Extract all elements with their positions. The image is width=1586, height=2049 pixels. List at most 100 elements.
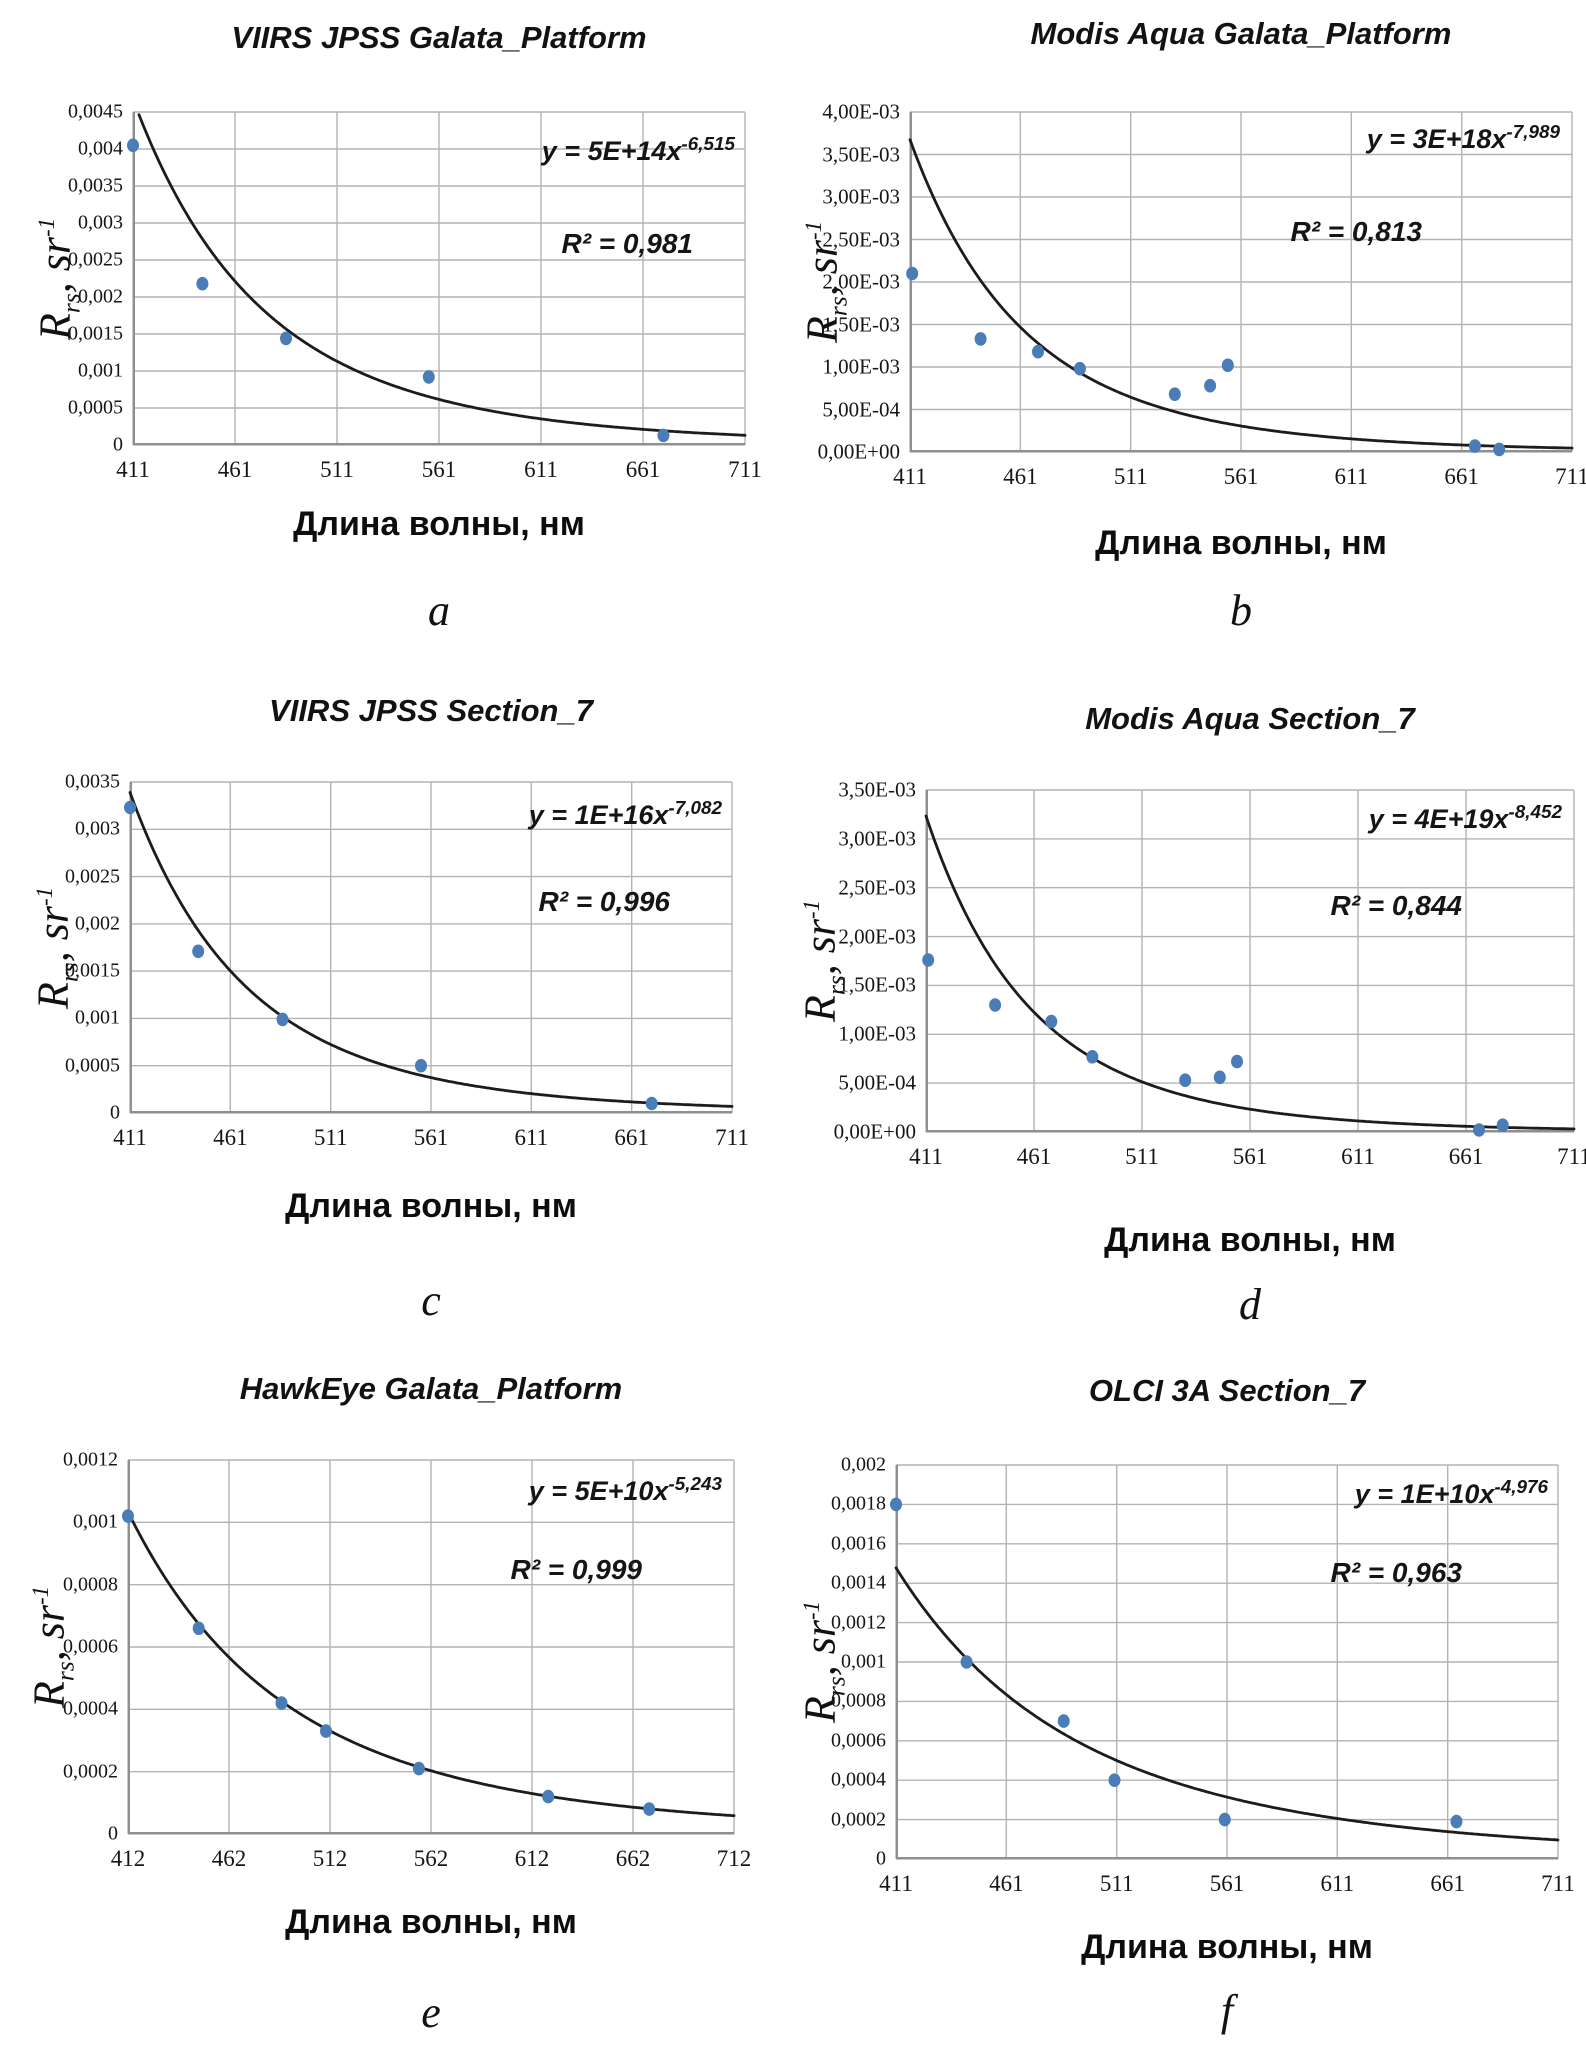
trendline-equation: y = 5E+14x-6,515 — [542, 134, 735, 167]
y-tick-label: 0 — [876, 1847, 886, 1870]
x-axis-label: Длина волны, нм — [293, 505, 585, 543]
y-tick-label: 0,0016 — [831, 1532, 886, 1555]
y-axis-subscript: rs — [50, 1661, 80, 1682]
x-tick-label: 561 — [413, 1125, 449, 1150]
plot-area: y = 4E+19x-8,452 R² = 0,844 411 461 511 561… — [834, 778, 1586, 1170]
x-tick-label: 711 — [715, 1125, 749, 1150]
data-point — [1231, 1054, 1243, 1069]
plot-area: y = 5E+10x-5,243 R² = 0,999 412 462 512 562… — [63, 1449, 751, 1872]
y-axis-units: , sr — [795, 919, 845, 976]
data-point — [1213, 1070, 1226, 1085]
data-point — [657, 428, 670, 443]
y-tick-label: 0,002 — [78, 285, 123, 308]
chart-viirs-jpss-section-7: VIIRS JPSS Section_7 Rrs, sr-1 y = 1E+16… — [0, 655, 793, 1345]
equation-exponent: -8,452 — [1508, 802, 1562, 823]
y-tick-label: 0,0025 — [68, 248, 123, 271]
y-tick-label: 0 — [108, 1822, 118, 1845]
chart-viirs-jpss-galata-platform: VIIRS JPSS Galata_Platform Rrs, sr-1 y =… — [0, 0, 793, 655]
equation-base: y = 4E+19x — [1368, 804, 1509, 834]
chart-title: VIIRS JPSS Galata_Platform — [231, 20, 647, 55]
data-point — [280, 331, 292, 346]
x-tick-label: 711 — [1541, 1871, 1575, 1896]
plot-area: y = 1E+16x-7,082 R² = 0,996 411 461 511 561… — [65, 771, 749, 1151]
y-axis-exponent: -1 — [798, 1600, 824, 1621]
chart-letter: e — [421, 1988, 441, 2037]
x-tick-label: 711 — [728, 457, 762, 482]
y-tick-label: 2,50E-03 — [838, 875, 916, 900]
r-squared: R² = 0,999 — [510, 1554, 642, 1585]
y-tick-label: 0,003 — [75, 817, 120, 840]
x-tick-label: 712 — [716, 1846, 752, 1871]
y-axis-units: , sr — [28, 906, 78, 963]
y-tick-label: 5,00E-04 — [838, 1070, 916, 1095]
data-point — [412, 1761, 425, 1776]
data-point — [960, 1655, 973, 1669]
y-tick-label: 0,004 — [78, 137, 123, 160]
y-tick-label: 0,0008 — [831, 1689, 886, 1712]
data-point — [1086, 1050, 1099, 1064]
data-point — [1468, 439, 1481, 453]
data-point — [127, 138, 139, 153]
x-tick-label: 511 — [1113, 464, 1148, 489]
x-tick-label: 411 — [909, 1144, 943, 1169]
y-tick-label: 0,00E+00 — [833, 1119, 916, 1144]
equation-base: y = 1E+10x — [1354, 1479, 1495, 1509]
equation-exponent: -5,243 — [668, 1474, 722, 1495]
x-tick-label: 611 — [1334, 464, 1369, 489]
gridlines — [132, 111, 746, 446]
y-axis-label: Rrs, sr-1 — [795, 900, 852, 1022]
chart-title: HawkEye Galata_Platform — [239, 1371, 623, 1406]
data-point — [890, 1497, 902, 1512]
trendline-equation: y = 1E+16x-7,082 — [529, 798, 722, 831]
y-tick-label: 5,00E-04 — [822, 397, 900, 421]
chart-modis-aqua-section-7: Modis Aqua Section_7 Rrs, sr-1 y = 4E+19… — [793, 655, 1586, 1345]
chart-letter: f — [1220, 1986, 1234, 2035]
data-points — [122, 1509, 656, 1816]
y-tick-label: 0,0015 — [65, 959, 120, 982]
power-trendline — [908, 138, 1574, 450]
data-point — [1032, 344, 1044, 359]
gridlines — [129, 781, 733, 1114]
y-tick-label: 0 — [113, 433, 123, 456]
data-point — [989, 998, 1002, 1012]
y-tick-label: 0,0012 — [831, 1611, 886, 1634]
y-tick-label: 0,0012 — [63, 1448, 118, 1471]
x-tick-label: 461 — [1003, 464, 1038, 489]
y-tick-label: 0,001 — [73, 1510, 118, 1533]
equation-exponent: -7,989 — [1506, 122, 1560, 143]
equation-exponent: -7,082 — [668, 798, 722, 819]
equation-exponent: -6,515 — [681, 134, 735, 155]
x-axis-label: Длина волны, нм — [285, 1187, 577, 1225]
x-tick-label: 561 — [1232, 1144, 1268, 1169]
power-trendline — [126, 1510, 736, 1818]
y-tick-label: 3,00E-03 — [822, 184, 900, 209]
data-point — [643, 1802, 656, 1816]
x-tick-label: 461 — [217, 457, 253, 482]
chart-letter: d — [1239, 1280, 1261, 1329]
data-point — [542, 1789, 555, 1804]
data-point — [276, 1012, 289, 1027]
trendline-equation: y = 1E+10x-4,976 — [1355, 1477, 1548, 1510]
x-tick-label: 461 — [213, 1125, 248, 1150]
r-squared: R² = 0,981 — [561, 228, 693, 259]
x-axis-label: Длина волны, нм — [1095, 524, 1387, 562]
plot-area: y = 3E+18x-7,989 R² = 0,813 411 461 511 561… — [818, 100, 1586, 490]
y-tick-label: 2,00E-03 — [822, 269, 900, 294]
trendline-equation: y = 4E+19x-8,452 — [1369, 802, 1562, 835]
y-axis-exponent: -1 — [27, 1585, 53, 1606]
x-tick-label: 511 — [320, 457, 354, 482]
y-tick-label: 0 — [110, 1101, 120, 1124]
data-point — [1108, 1773, 1121, 1787]
data-point — [1073, 361, 1086, 376]
y-tick-label: 0,0006 — [831, 1729, 886, 1752]
data-point — [122, 1509, 134, 1523]
x-tick-label: 561 — [1223, 464, 1259, 489]
data-point — [1179, 1073, 1192, 1087]
y-tick-label: 0,0004 — [63, 1697, 118, 1720]
data-point — [415, 1058, 427, 1073]
plot-canvas — [127, 111, 747, 446]
y-tick-label: 4,00E-03 — [822, 99, 900, 124]
power-trendline — [894, 1566, 1560, 1842]
data-point — [1493, 442, 1506, 457]
y-tick-label: 1,00E-03 — [822, 354, 900, 379]
